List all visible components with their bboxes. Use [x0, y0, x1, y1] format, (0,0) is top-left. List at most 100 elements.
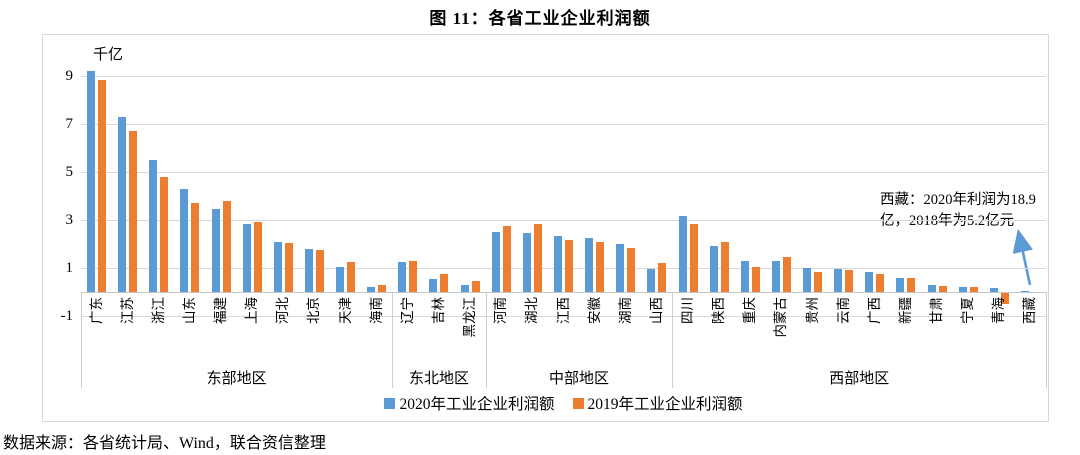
region-separator: [672, 292, 674, 388]
bar-2020-西藏: [1020, 291, 1029, 292]
bar-2020-贵州: [803, 268, 812, 292]
category-label-河南: 河南: [493, 297, 509, 324]
bar-2019-黑龙江: [471, 281, 480, 292]
category-label-黑龙江: 黑龙江: [462, 297, 478, 338]
gridline-y5: [81, 172, 1046, 173]
bar-2019-内蒙古: [782, 257, 791, 292]
bar-2020-黑龙江: [460, 284, 469, 292]
chart-title: 图 11：各省工业企业利润额: [429, 9, 651, 28]
region-separator: [1046, 292, 1047, 388]
category-label-广西: 广西: [866, 297, 882, 324]
category-label-江苏: 江苏: [119, 297, 135, 324]
category-label-山西: 山西: [648, 297, 664, 324]
bar-2020-广西: [865, 271, 874, 292]
category-label-浙江: 浙江: [150, 297, 166, 324]
category-label-北京: 北京: [306, 297, 322, 324]
tibet-annotation: 西藏：2020年利润为18.9 亿，2018年为5.2亿元: [880, 190, 1062, 232]
bar-2020-福建: [211, 209, 220, 292]
bar-2019-浙江: [160, 176, 169, 292]
category-label-海南: 海南: [368, 297, 384, 324]
bar-2019-宁夏: [969, 287, 978, 292]
legend-label-2019: 2019年工业企业利润额: [587, 396, 743, 413]
region-separator: [81, 292, 82, 388]
bar-2019-陕西: [720, 241, 729, 292]
y-tick-label: 9: [65, 68, 74, 84]
bar-2020-江苏: [118, 116, 127, 292]
bar-2019-河北: [284, 242, 293, 292]
bar-2019-湖北: [533, 223, 542, 292]
region-separator: [485, 292, 487, 388]
annotation-line2: 亿，2018年为5.2亿元: [880, 213, 1015, 229]
bar-2019-天津: [347, 262, 356, 292]
y-tick-label: -1: [60, 308, 74, 324]
region-label: 东部地区: [206, 371, 267, 387]
bar-2020-江西: [554, 235, 562, 292]
gridline-y7: [81, 124, 1046, 125]
category-label-湖南: 湖南: [617, 297, 633, 324]
category-label-四川: 四川: [680, 297, 696, 324]
category-label-天津: 天津: [337, 297, 353, 324]
bar-2019-云南: [845, 270, 854, 292]
bar-2020-四川: [678, 216, 687, 292]
category-label-安徽: 安徽: [586, 297, 602, 324]
annotation-line1: 西藏：2020年利润为18.9: [880, 192, 1036, 208]
category-label-西藏: 西藏: [1022, 297, 1038, 324]
bar-2020-宁夏: [958, 286, 967, 292]
bar-2019-贵州: [814, 271, 823, 292]
category-label-陕西: 陕西: [711, 297, 727, 324]
bar-2019-江苏: [129, 131, 138, 292]
bar-2019-重庆: [751, 266, 760, 292]
bar-2020-青海: [989, 288, 998, 292]
gridline-y-1: [81, 316, 1046, 317]
category-label-宁夏: 宁夏: [960, 297, 976, 324]
bar-2020-安徽: [585, 238, 594, 292]
bar-2019-四川: [689, 223, 698, 292]
region-label: 东北地区: [408, 371, 469, 387]
chart-area: 千亿 西藏：2020年利润为18.9 亿，2018年为5.2亿元 2020年工业企…: [42, 34, 1049, 422]
y-tick-label: 3: [65, 212, 74, 228]
bar-2020-湖北: [522, 233, 531, 292]
legend-swatch-2020: [384, 397, 396, 409]
bar-2020-陕西: [709, 246, 718, 292]
bar-2020-河北: [273, 241, 282, 292]
bar-2019-吉林: [440, 274, 449, 292]
bar-2020-云南: [834, 269, 843, 292]
y-tick-label: 1: [65, 260, 74, 276]
x-axis-line: [81, 292, 1046, 293]
bar-2020-湖南: [616, 244, 625, 292]
bar-2019-甘肃: [938, 286, 947, 292]
bar-2020-辽宁: [398, 262, 407, 292]
category-label-青海: 青海: [991, 297, 1007, 324]
legend: 2020年工业企业利润额 2019年工业企业利润额: [81, 392, 1046, 414]
bar-2020-山西: [647, 269, 656, 292]
region-label: 西部地区: [829, 371, 890, 387]
bar-2019-上海: [253, 222, 262, 292]
category-label-山东: 山东: [181, 297, 197, 324]
data-source-note: 数据来源：各省统计局、Wind，联合资信整理: [3, 435, 326, 452]
bar-2020-天津: [336, 266, 345, 292]
bar-2020-甘肃: [927, 284, 936, 292]
category-label-河北: 河北: [275, 297, 291, 324]
gridline-y9: [81, 76, 1046, 77]
category-label-江西: 江西: [555, 297, 571, 324]
bar-2020-内蒙古: [771, 260, 780, 292]
category-label-贵州: 贵州: [804, 297, 820, 324]
bar-2019-安徽: [596, 241, 605, 292]
bar-2020-广东: [87, 71, 96, 292]
y-tick-label: 5: [65, 164, 74, 180]
gridline-y1: [81, 268, 1046, 269]
y-tick-label: 7: [65, 116, 74, 132]
bar-2019-广西: [876, 274, 885, 292]
category-label-上海: 上海: [244, 297, 260, 324]
bar-2019-福建: [222, 200, 231, 292]
bar-2019-江西: [565, 240, 573, 292]
category-label-广东: 广东: [88, 297, 104, 324]
legend-item-2019: 2019年工业企业利润额: [572, 392, 743, 414]
y-axis-unit-label: 千亿: [93, 47, 124, 63]
bar-2020-上海: [242, 223, 251, 292]
bar-2020-重庆: [740, 260, 749, 292]
bar-2020-海南: [367, 287, 376, 292]
bar-2019-湖南: [627, 247, 636, 292]
category-label-福建: 福建: [213, 297, 229, 324]
